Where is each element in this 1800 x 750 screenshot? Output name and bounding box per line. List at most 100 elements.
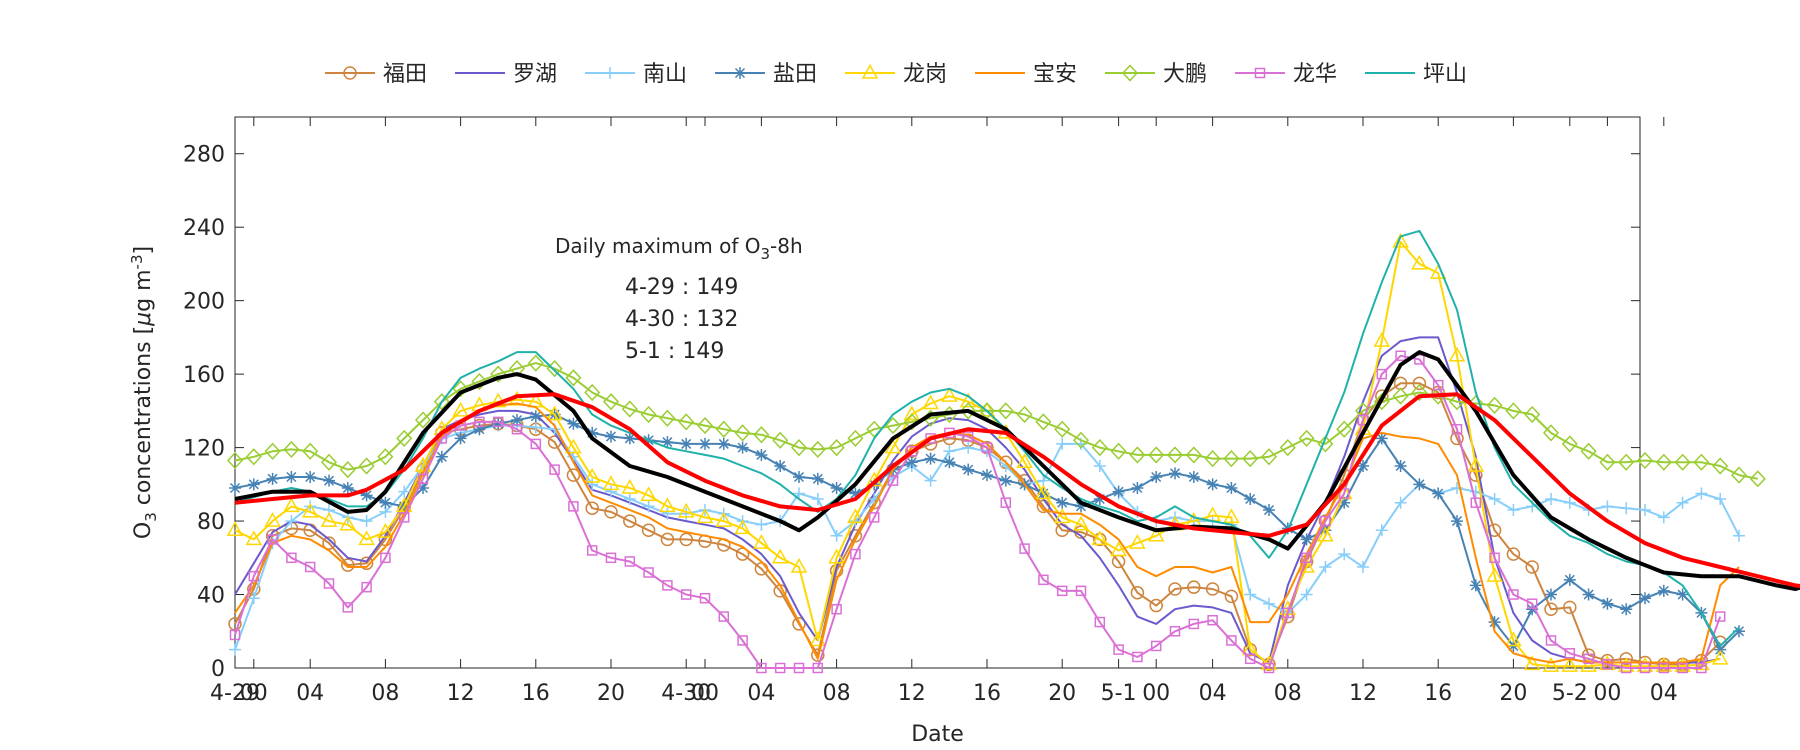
data-point: [1395, 350, 1406, 362]
data-point: [586, 545, 598, 556]
data-point: [1147, 526, 1165, 542]
data-point: [492, 416, 504, 428]
data-point: [790, 439, 808, 457]
data-point: [1000, 497, 1012, 508]
data-point: [850, 548, 861, 560]
data-point: [360, 515, 373, 528]
data-point: [1749, 470, 1766, 488]
data-point: [662, 580, 673, 591]
data-point: [433, 393, 450, 411]
data-point: [1075, 500, 1087, 513]
legend-item: 盐田: [715, 62, 817, 87]
data-point: [718, 611, 730, 622]
data-point: [1282, 607, 1294, 619]
data-point: [341, 558, 355, 572]
data-point: [809, 440, 826, 459]
data-point: [264, 512, 281, 527]
x-tick-label: 08: [371, 681, 399, 706]
data-point: [1394, 459, 1407, 472]
series-大鹏: [226, 354, 1766, 488]
data-point: [1470, 497, 1482, 508]
data-point: [490, 365, 507, 383]
data-point: [1451, 482, 1463, 495]
data-point: [1094, 616, 1106, 628]
data-point: [1320, 515, 1331, 527]
y-axis-label: O3 concentrations [μg m-3]: [128, 246, 160, 539]
data-point: [1110, 442, 1127, 460]
data-point: [435, 450, 448, 463]
legend: 福田 罗湖 南山 盐田 龙岗 宝安 大鹏 龙华 坪山: [325, 62, 1467, 87]
data-point: [1244, 653, 1256, 665]
data-point: [343, 66, 357, 80]
data-point: [715, 512, 733, 527]
data-point: [358, 457, 375, 475]
data-point: [962, 463, 975, 476]
data-point: [981, 442, 993, 453]
data-point: [1317, 526, 1334, 542]
data-point: [1506, 547, 1521, 561]
data-point: [660, 532, 675, 547]
data-point: [322, 536, 336, 550]
data-point: [1636, 657, 1654, 672]
data-point: [1319, 560, 1332, 573]
data-point: [1373, 393, 1390, 411]
x-tick-label: 00: [1593, 681, 1621, 706]
x-axis-label: Date: [911, 722, 964, 747]
data-point: [903, 405, 921, 421]
data-point: [398, 512, 410, 523]
data-point: [247, 478, 260, 491]
data-point: [1655, 453, 1672, 471]
data-point: [1016, 453, 1033, 469]
data-point: [1467, 456, 1485, 472]
data-point: [753, 426, 770, 444]
data-point: [1091, 439, 1108, 457]
data-point: [602, 475, 620, 491]
data-point: [960, 402, 977, 420]
data-point: [1639, 504, 1651, 517]
data-point: [1658, 662, 1670, 674]
data-point: [1375, 524, 1388, 537]
data-point: [1714, 643, 1727, 656]
data-point: [677, 502, 695, 518]
y-label-o: O: [131, 522, 156, 539]
data-point: [997, 402, 1014, 420]
data-point: [1150, 470, 1163, 483]
data-point: [1392, 387, 1409, 405]
data-point: [1526, 603, 1539, 616]
legend-label: 盐田: [773, 62, 817, 87]
data-point: [377, 523, 394, 538]
data-point: [1035, 413, 1052, 431]
data-point: [229, 629, 241, 641]
data-point: [511, 423, 523, 435]
data-point: [1448, 346, 1466, 362]
data-point: [339, 461, 356, 479]
data-point: [323, 578, 335, 589]
data-point: [1599, 453, 1616, 471]
data-point: [1696, 662, 1707, 674]
x-tick-label: 16: [522, 681, 550, 706]
data-point: [549, 464, 560, 475]
data-point: [1714, 611, 1726, 622]
data-point: [1207, 614, 1218, 626]
data-point: [679, 532, 693, 547]
x-tick-label: 04: [1199, 681, 1227, 706]
data-point: [585, 501, 599, 515]
data-point: [623, 493, 636, 506]
x-tick-label: 12: [1349, 681, 1377, 706]
data-point: [1563, 496, 1576, 509]
data-point: [1319, 524, 1332, 537]
data-point: [755, 448, 768, 461]
data-point: [473, 423, 486, 436]
data-point: [1336, 420, 1353, 438]
data-point: [1019, 543, 1030, 554]
annotation: Daily maximum of O3-8h 4-29 : 149 4-30 :…: [555, 234, 803, 364]
data-point: [1169, 626, 1181, 637]
data-point: [1488, 493, 1501, 506]
legend-label: 龙岗: [903, 62, 947, 87]
data-point: [1130, 585, 1145, 600]
data-point: [530, 438, 542, 450]
data-point: [1411, 383, 1428, 402]
data-point: [772, 431, 789, 449]
data-point: [1129, 446, 1146, 464]
data-point: [981, 469, 993, 482]
